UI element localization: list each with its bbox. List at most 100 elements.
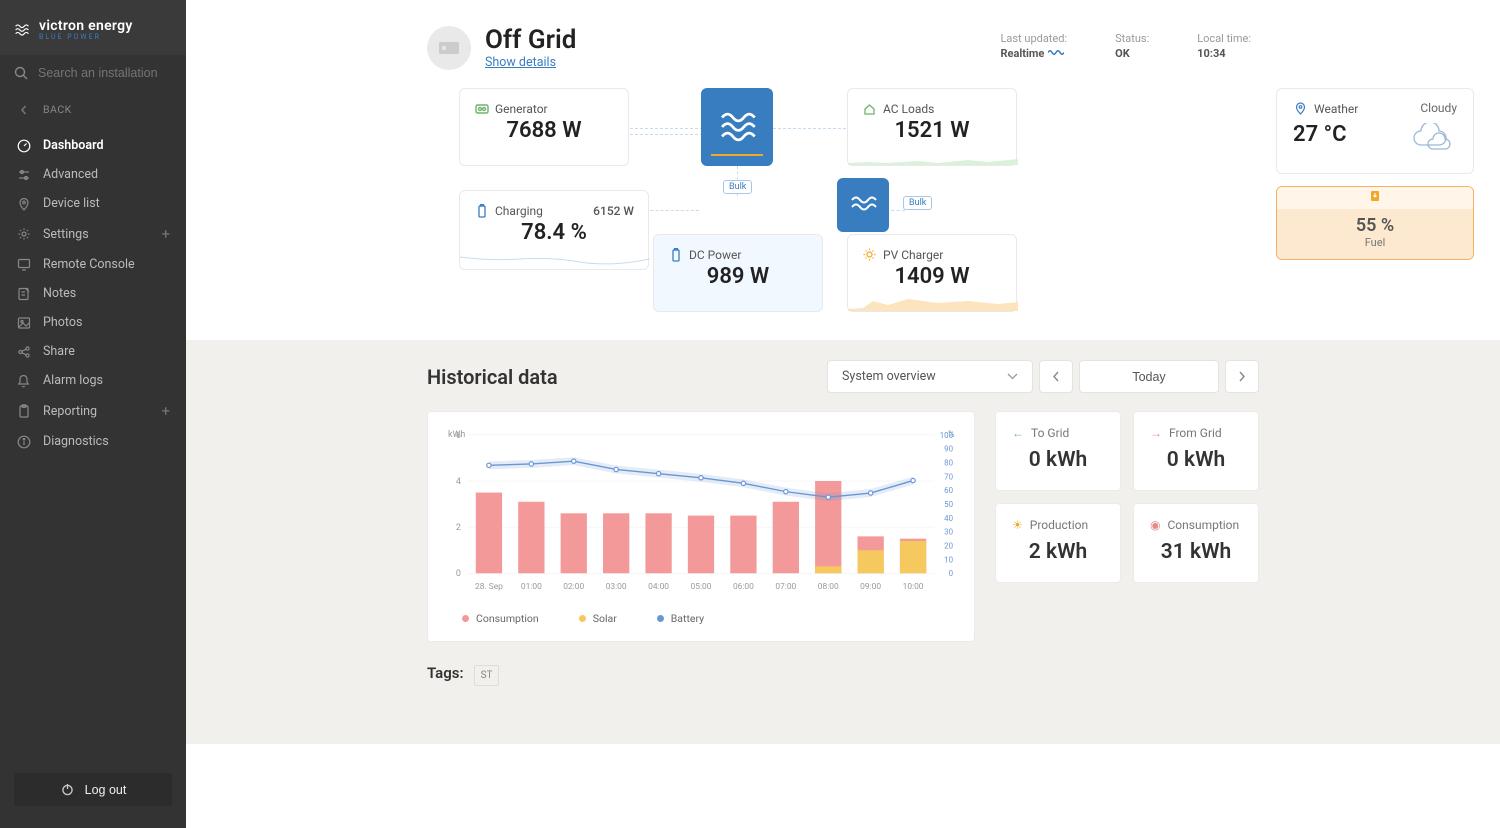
sidebar-item-notes[interactable]: Notes — [0, 279, 186, 308]
logout-button[interactable]: Log out — [14, 773, 172, 806]
summary-icon: ☀ — [1012, 518, 1023, 532]
pv-charger-label: PV Charger — [883, 248, 943, 262]
svg-text:05:00: 05:00 — [691, 582, 712, 592]
meta-item: Status:OK — [1115, 32, 1149, 60]
bulk-badge-2: Bulk — [903, 196, 932, 210]
brand-sub: BLUE POWER — [39, 33, 133, 41]
legend-item[interactable]: Battery — [657, 612, 704, 625]
dc-power-label: DC Power — [689, 248, 741, 262]
sidebar-item-alarm-logs[interactable]: Alarm logs — [0, 366, 186, 395]
connector — [773, 128, 851, 129]
sidebar-item-settings[interactable]: Settings+ — [0, 218, 186, 250]
svg-text:07:00: 07:00 — [775, 582, 796, 592]
tag[interactable]: ST — [474, 665, 500, 686]
svg-text:60: 60 — [944, 486, 953, 495]
svg-text:90: 90 — [944, 445, 953, 454]
charging-value: 78.4 % — [474, 220, 634, 245]
generator-label: Generator — [495, 102, 548, 116]
svg-text:28. Sep: 28. Sep — [475, 582, 503, 592]
bulk-badge: Bulk — [723, 180, 752, 194]
summary-card-to-grid[interactable]: ←To Grid0 kWh — [995, 411, 1121, 491]
charging-sub: 6152 W — [593, 204, 634, 218]
sidebar-item-photos[interactable]: Photos — [0, 308, 186, 337]
chevron-down-icon — [1007, 369, 1018, 384]
prev-button[interactable] — [1039, 360, 1073, 393]
plus-icon[interactable]: + — [161, 225, 170, 243]
inverter-solar[interactable] — [837, 178, 889, 232]
pv-charger-card[interactable]: PV Charger 1409 W — [847, 234, 1017, 312]
dc-power-card[interactable]: DC Power 989 W — [653, 234, 823, 312]
svg-text:6: 6 — [456, 431, 461, 441]
fuel-pct: 55 % — [1277, 215, 1473, 236]
nav-back[interactable]: BACK — [0, 90, 186, 127]
legend-item[interactable]: Solar — [579, 612, 617, 625]
monitor-icon — [16, 257, 31, 272]
controls-icon — [16, 167, 31, 182]
svg-text:0: 0 — [949, 569, 953, 578]
svg-text:50: 50 — [944, 500, 953, 509]
svg-text:02:00: 02:00 — [563, 582, 584, 592]
bell-icon — [16, 373, 31, 388]
header: Off Grid Show details Last updated:Realt… — [427, 0, 1259, 88]
svg-text:70: 70 — [944, 472, 953, 481]
chart-card: kWh0246%010203040506070809010028. Sep01:… — [427, 411, 975, 642]
battery-icon — [474, 203, 489, 218]
search-bar[interactable] — [0, 55, 186, 90]
battery-icon — [668, 247, 683, 262]
summary-icon: → — [1150, 426, 1162, 440]
svg-text:4: 4 — [456, 477, 461, 487]
connector — [625, 134, 703, 135]
power-flow: Generator 7688 W Bulk AC Loads 1521 W Ch… — [427, 88, 1259, 318]
brand-logo-icon — [14, 22, 29, 37]
gauge-icon — [16, 138, 31, 153]
plus-icon[interactable]: + — [161, 402, 170, 420]
weather-card[interactable]: Weather 27 °C Cloudy — [1276, 88, 1474, 174]
search-icon — [14, 65, 28, 80]
svg-text:04:00: 04:00 — [648, 582, 669, 592]
charging-card[interactable]: Charging 6152 W 78.4 % — [459, 190, 649, 270]
sidebar-item-remote-console[interactable]: Remote Console — [0, 250, 186, 279]
nav-list: DashboardAdvancedDevice listSettings+Rem… — [0, 127, 186, 751]
ac-loads-card[interactable]: AC Loads 1521 W — [847, 88, 1017, 166]
search-input[interactable] — [38, 66, 172, 80]
summary-card-production[interactable]: ☀Production2 kWh — [995, 503, 1121, 583]
show-details-link[interactable]: Show details — [485, 55, 556, 70]
summary-icon: ← — [1012, 426, 1024, 440]
svg-text:80: 80 — [944, 459, 953, 468]
today-button[interactable]: Today — [1079, 360, 1219, 393]
sidebar-item-diagnostics[interactable]: Diagnostics — [0, 427, 186, 456]
legend-item[interactable]: Consumption — [462, 612, 539, 625]
fuel-card[interactable]: 55 % Fuel — [1276, 186, 1474, 260]
dc-power-value: 989 W — [668, 264, 808, 289]
ac-loads-label: AC Loads — [883, 102, 934, 116]
generator-card[interactable]: Generator 7688 W — [459, 88, 629, 166]
image-icon — [16, 315, 31, 330]
installation-avatar — [427, 26, 471, 70]
next-button[interactable] — [1225, 360, 1259, 393]
page-title: Off Grid — [485, 26, 576, 55]
inverter-main[interactable] — [701, 88, 773, 166]
historical-chart[interactable]: kWh0246%010203040506070809010028. Sep01:… — [444, 426, 958, 596]
sidebar-item-advanced[interactable]: Advanced — [0, 160, 186, 189]
cloud-icon — [1409, 142, 1457, 157]
sidebar-item-reporting[interactable]: Reporting+ — [0, 395, 186, 427]
overview-select[interactable]: System overview — [827, 360, 1033, 393]
sidebar-item-device-list[interactable]: Device list — [0, 189, 186, 218]
charging-label: Charging — [495, 204, 543, 218]
svg-text:30: 30 — [944, 528, 953, 537]
sidebar-item-share[interactable]: Share — [0, 337, 186, 366]
generator-value: 7688 W — [474, 118, 614, 143]
brand: victron energy BLUE POWER — [0, 0, 186, 55]
summary-card-from-grid[interactable]: →From Grid0 kWh — [1133, 411, 1259, 491]
svg-text:100: 100 — [940, 431, 953, 440]
sidebar-item-dashboard[interactable]: Dashboard — [0, 131, 186, 160]
gear-icon — [16, 227, 31, 242]
info-icon — [16, 434, 31, 449]
svg-text:2: 2 — [456, 523, 461, 533]
svg-text:10: 10 — [944, 555, 953, 564]
svg-text:20: 20 — [944, 542, 953, 551]
summary-card-consumption[interactable]: ◉Consumption31 kWh — [1133, 503, 1259, 583]
svg-text:08:00: 08:00 — [818, 582, 839, 592]
pin-icon — [16, 196, 31, 211]
svg-text:09:00: 09:00 — [860, 582, 881, 592]
